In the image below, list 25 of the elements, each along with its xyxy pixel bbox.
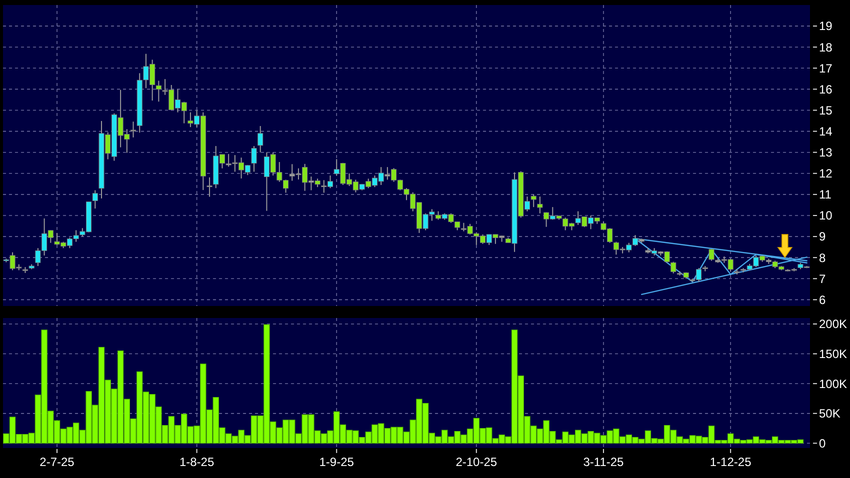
x-tick-label: 2-7-25	[40, 455, 75, 469]
y-tick-label: 150K	[819, 346, 848, 361]
x-tick-label: 1-12-25	[710, 455, 752, 469]
y-tick-label: 7	[819, 272, 826, 286]
y-tick-label: 50K	[819, 406, 840, 421]
y-tick-label: 18	[819, 40, 833, 54]
y-tick-label: 100K	[819, 376, 848, 391]
y-tick-label: 8	[819, 250, 826, 265]
y-tick-label: 6	[819, 292, 826, 307]
x-tick-label: 2-10-25	[456, 455, 498, 469]
y-tick-label: 10	[819, 208, 833, 223]
y-tick-label: 17	[819, 61, 833, 76]
x-tick-label: 3-11-25	[583, 455, 624, 469]
y-tick-label: 12	[819, 166, 833, 181]
y-tick-label: 13	[819, 146, 833, 160]
y-tick-label: 19	[819, 19, 833, 34]
x-tick-label: 1-8-25	[179, 455, 214, 469]
y-tick-label: 11	[819, 188, 832, 202]
y-tick-label: 0	[819, 436, 826, 450]
y-tick-label: 14	[819, 124, 833, 138]
y-tick-label: 200K	[819, 317, 848, 332]
y-tick-label: 15	[819, 103, 833, 118]
y-tick-label: 16	[819, 82, 833, 96]
x-tick-label: 1-9-25	[319, 455, 354, 469]
y-tick-label: 9	[819, 230, 826, 244]
